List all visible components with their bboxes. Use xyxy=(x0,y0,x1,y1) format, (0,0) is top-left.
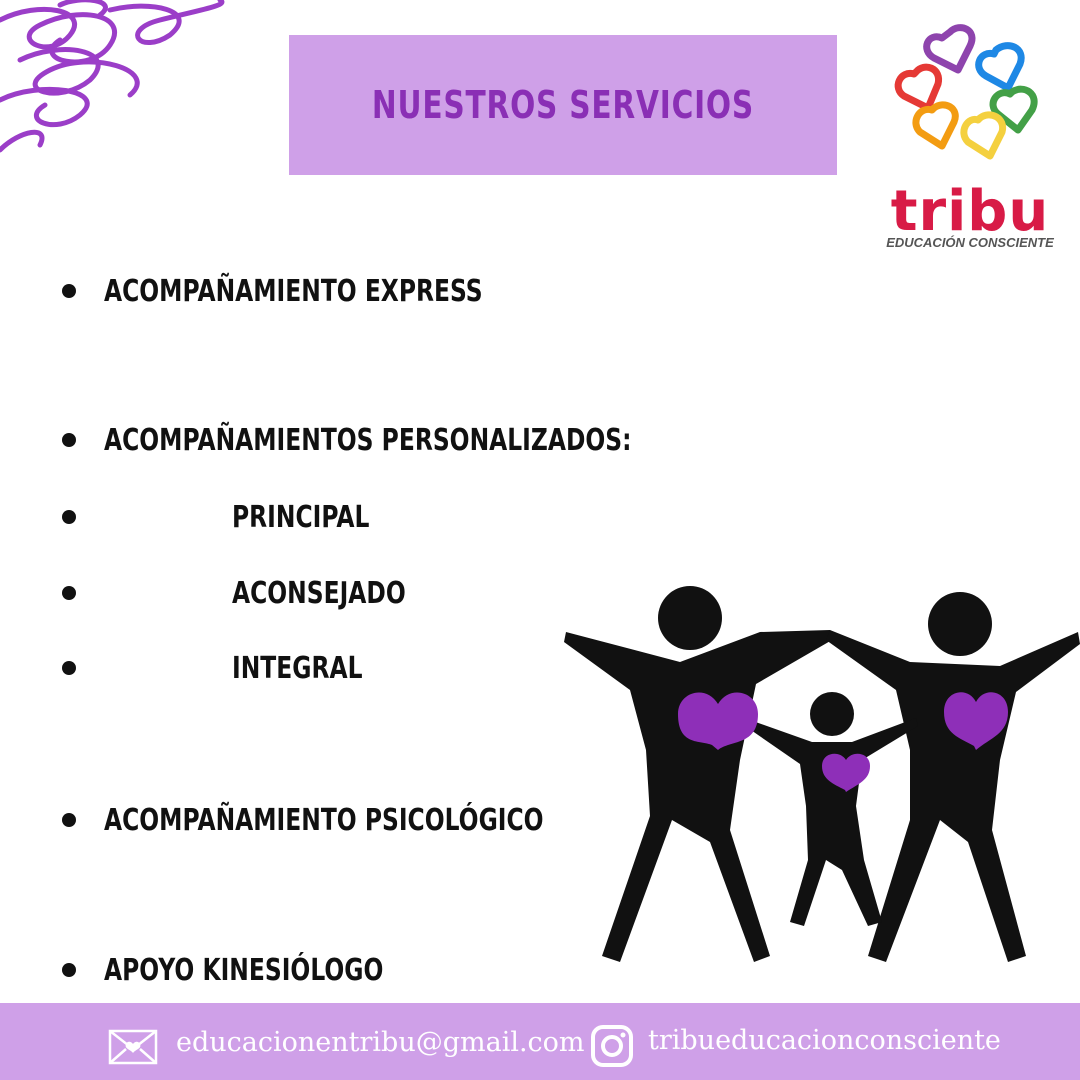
list-item: ACOMPAÑAMIENTO EXPRESS xyxy=(62,266,589,316)
list-item: ACOMPAÑAMIENTOS PERSONALIZADOS: xyxy=(62,415,780,465)
list-item: ACOMPAÑAMIENTO PSICOLÓGICO xyxy=(62,795,668,845)
service-psicologico-label: ACOMPAÑAMIENTO PSICOLÓGICO xyxy=(104,802,544,838)
bullet-icon xyxy=(62,433,76,447)
bullet-icon xyxy=(62,813,76,827)
footer-bar: educacionentribu@gmail.com tribueducacio… xyxy=(0,1003,1080,1080)
brand-tagline: EDUCACIÓN CONSCIENTE xyxy=(886,235,1054,250)
bullet-icon xyxy=(62,586,76,600)
brand-logo: tribu EDUCACIÓN CONSCIENTE xyxy=(880,22,1060,262)
scribble-decoration xyxy=(0,0,225,153)
bullet-icon xyxy=(62,284,76,298)
service-personalized-label: ACOMPAÑAMIENTOS PERSONALIZADOS: xyxy=(104,422,632,458)
heart-child-icon xyxy=(822,753,870,792)
family-illustration xyxy=(564,586,1080,962)
hearts-chain-logo-icon xyxy=(894,24,1038,160)
page-title: NUESTROS SERVICIOS xyxy=(371,83,755,127)
list-item: INTEGRAL xyxy=(62,643,399,693)
heart-left-icon xyxy=(678,692,758,750)
envelope-heart-icon[interactable] xyxy=(108,1027,158,1067)
heart-right-icon xyxy=(944,692,1008,750)
service-aconsejado-label: ACONSEJADO xyxy=(232,575,406,611)
bullet-icon xyxy=(62,963,76,977)
bullet-icon xyxy=(62,661,76,675)
email-link[interactable]: educacionentribu@gmail.com xyxy=(176,1027,585,1058)
bullet-icon xyxy=(62,510,76,524)
services-list: ACOMPAÑAMIENTO EXPRESS ACOMPAÑAMIENTOS P… xyxy=(62,266,668,995)
service-express-label: ACOMPAÑAMIENTO EXPRESS xyxy=(104,273,483,309)
list-item: PRINCIPAL xyxy=(62,492,408,542)
brand-name: tribu xyxy=(890,179,1050,244)
service-integral-label: INTEGRAL xyxy=(232,650,363,686)
list-item: ACONSEJADO xyxy=(62,568,455,618)
instagram-icon[interactable] xyxy=(590,1024,634,1068)
service-kinesiologo-label: APOYO KINESIÓLOGO xyxy=(104,952,384,988)
instagram-handle-link[interactable]: tribueducacionconsciente xyxy=(648,1025,1001,1056)
service-principal-label: PRINCIPAL xyxy=(232,499,370,535)
title-banner: NUESTROS SERVICIOS xyxy=(289,35,837,175)
list-item: APOYO KINESIÓLOGO xyxy=(62,945,462,995)
